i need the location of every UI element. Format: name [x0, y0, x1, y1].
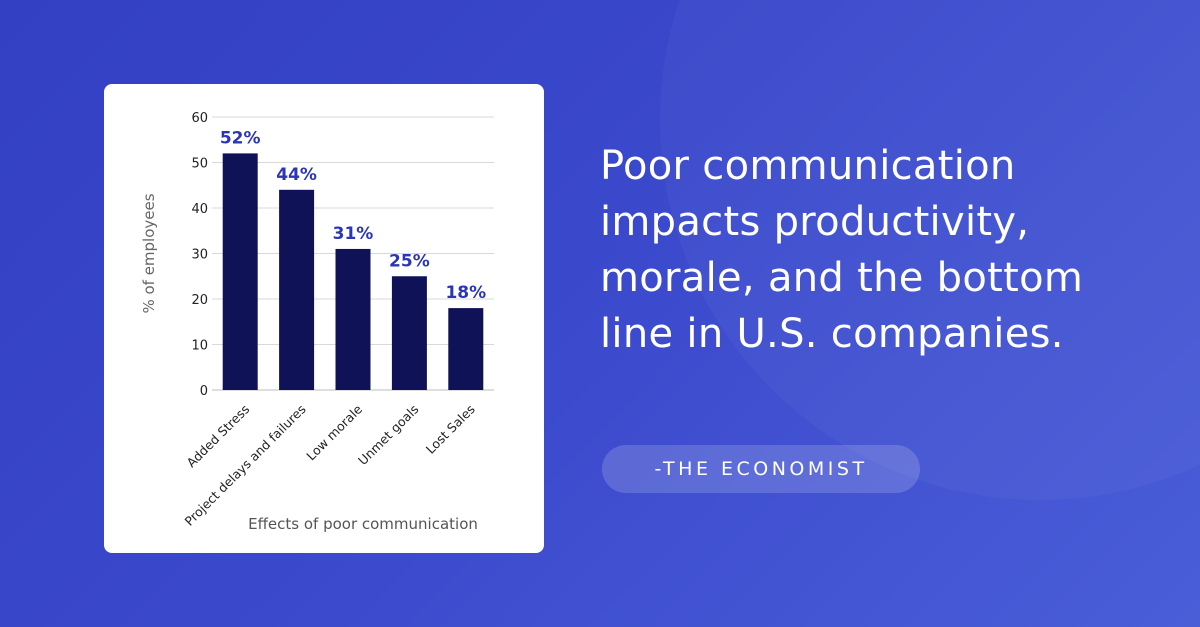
bar	[391, 276, 427, 390]
y-axis-label: % of employees	[140, 193, 158, 313]
data-label: 44%	[276, 165, 317, 185]
data-label: 52%	[220, 128, 261, 148]
x-tick-label: Low morale	[303, 401, 365, 463]
y-tick-label: 10	[191, 339, 208, 354]
x-tick-label: Lost Sales	[423, 402, 478, 457]
x-axis-label: Effects of poor communication	[248, 515, 478, 533]
y-tick-label: 50	[191, 157, 208, 172]
y-tick-label: 0	[200, 384, 208, 399]
chart-card: 0 10 20 30 40 50 60 52% Added Stress 44% Project d…	[104, 84, 544, 553]
quote-text: Poor communication impacts productivity,…	[600, 143, 1084, 357]
data-label: 25%	[389, 251, 430, 271]
y-tick-label: 20	[191, 293, 208, 308]
bar	[222, 153, 258, 390]
bar	[335, 248, 371, 390]
y-tick-label: 40	[191, 202, 208, 217]
source-label: -THE ECONOMIST	[654, 458, 868, 480]
bar	[448, 308, 484, 390]
x-tick-label: Unmet goals	[355, 402, 422, 469]
y-tick-label: 60	[191, 111, 208, 126]
data-label: 18%	[445, 283, 486, 303]
bar	[279, 189, 315, 390]
source-badge: -THE ECONOMIST	[602, 445, 920, 493]
y-tick-label: 30	[191, 248, 208, 263]
data-label: 31%	[333, 224, 374, 244]
x-tick-label: Project delays and failures	[182, 402, 309, 529]
